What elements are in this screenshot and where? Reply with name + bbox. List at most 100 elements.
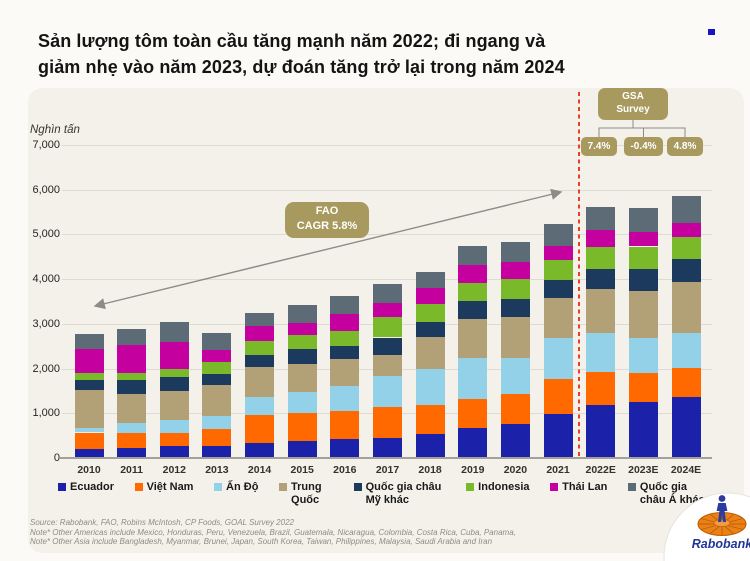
bar-segment-2011-Ecuador	[117, 447, 147, 458]
bar-segment-2015-Quốc gia châu Á khác	[287, 304, 317, 323]
bar-segment-2020-Ấn Độ	[500, 358, 530, 394]
bar-segment-2015-Thái Lan	[287, 322, 317, 336]
bar-segment-2012-Ecuador	[159, 446, 189, 458]
rabobank-wordmark: Rabobank	[692, 537, 750, 551]
bar-segment-2023E-Quốc gia châu Mỹ khác	[628, 269, 658, 291]
legend-marker-Quốc gia châu Á khác	[627, 483, 636, 491]
bar-segment-2011-Thái Lan	[117, 344, 147, 373]
x-tick-label-2020: 2020	[503, 464, 528, 476]
x-tick-label-2015: 2015	[290, 464, 314, 476]
bar-segment-2014-Quốc gia châu Mỹ khác	[245, 355, 275, 367]
bar-segment-2018-Ấn Độ	[415, 369, 445, 405]
bar-segment-2022E-Quốc gia châu Á khác	[586, 206, 616, 230]
page-title-line1: Sản lượng tôm toàn cầu tăng mạnh năm 202…	[38, 31, 546, 51]
legend-label-Quốc gia châu Mỹ khác: Quốc gia châu Mỹ khác	[365, 481, 442, 506]
bar-segment-2011-Quốc gia châu Á khác	[117, 329, 147, 345]
bar-segment-2023E-Việt Nam	[628, 373, 658, 402]
legend-item-Indonesia: Indonesia	[466, 481, 530, 494]
source-notes: Source: Rabobank, FAO, Robins McIntosh, …	[30, 518, 650, 547]
legend-label-Ecuador: Ecuador	[70, 481, 115, 493]
x-axis-line	[60, 457, 712, 459]
bar-segment-2024E-Thái Lan	[671, 222, 701, 237]
bar-segment-2013-Ecuador	[202, 446, 232, 458]
bar-segment-2010-Ấn Độ	[74, 427, 104, 433]
bar-segment-2016-Trung Quốc	[330, 358, 360, 386]
source-line1: Source: Rabobank, FAO, Robins McIntosh, …	[30, 518, 294, 527]
bar-segment-2015-Ấn Độ	[287, 392, 317, 414]
bar-segment-2019-Ecuador	[458, 428, 488, 458]
bar-segment-2023E-Thái Lan	[628, 232, 658, 247]
bar-segment-2019-Ấn Độ	[458, 358, 488, 400]
legend-marker-Indonesia	[466, 483, 475, 491]
legend-item-Quốc gia châu Mỹ khác: Quốc gia châu Mỹ khác	[353, 481, 446, 507]
bar-segment-2014-Thái Lan	[245, 326, 275, 342]
bar-segment-2010-Việt Nam	[74, 432, 104, 449]
bar-segment-2021-Ecuador	[543, 413, 573, 458]
bar-segment-2024E-Ecuador	[671, 397, 701, 458]
bar-segment-2024E-Indonesia	[671, 236, 701, 259]
bar-segment-2020-Thái Lan	[500, 261, 530, 279]
legend-marker-Trung Quốc	[279, 483, 288, 491]
legend-label-Quốc gia châu Á khác: Quốc gia châu Á khác	[639, 481, 705, 506]
x-tick-label-2024E: 2024E	[670, 464, 702, 476]
gsa-growth-2023-badge: -0.4%	[624, 137, 663, 156]
fao-cagr-badge: FAO CAGR 5.8%	[285, 202, 369, 238]
legend-item-Ấn Độ: Ấn Độ	[214, 481, 258, 494]
bar-segment-2014-Quốc gia châu Á khác	[245, 312, 275, 327]
bar-segment-2018-Quốc gia châu Mỹ khác	[415, 321, 445, 338]
y-tick-label-7,000: 7,000	[32, 139, 60, 151]
bar-segment-2017-Quốc gia châu Mỹ khác	[373, 337, 402, 356]
bar-segment-2018-Indonesia	[415, 303, 445, 322]
bar-segment-2016-Quốc gia châu Mỹ khác	[330, 345, 360, 359]
bar-segment-2016-Indonesia	[330, 330, 360, 346]
bar-segment-2010-Quốc gia châu Á khác	[74, 333, 104, 350]
bar-segment-2018-Ecuador	[415, 433, 445, 458]
bar-segment-2024E-Trung Quốc	[671, 282, 701, 334]
legend-item-Quốc gia châu Á khác: Quốc gia châu Á khác	[627, 481, 714, 507]
bar-segment-2015-Ecuador	[287, 441, 317, 458]
gsa-growth-2024-badge: 4.8%	[667, 137, 703, 156]
bar-segment-2018-Thái Lan	[415, 288, 445, 304]
bar-segment-2019-Quốc gia châu Á khác	[458, 246, 488, 266]
y-tick-label-5,000: 5,000	[32, 228, 60, 241]
bar-segment-2024E-Ấn Độ	[671, 333, 701, 369]
bar-segment-2024E-Quốc gia châu Mỹ khác	[671, 259, 701, 283]
bar-segment-2017-Ấn Độ	[373, 375, 402, 407]
bar-segment-2013-Indonesia	[202, 362, 232, 375]
x-tick-label-2017: 2017	[375, 464, 400, 476]
bar-segment-2016-Việt Nam	[330, 411, 360, 440]
bar-segment-2011-Việt Nam	[117, 432, 147, 448]
y-tick-label-3,000: 3,000	[32, 317, 60, 330]
bar-segment-2022E-Indonesia	[586, 246, 616, 270]
x-tick-label-2022E: 2022E	[585, 464, 616, 476]
bar-segment-2013-Trung Quốc	[202, 385, 232, 417]
legend-label-Indonesia: Indonesia	[478, 481, 530, 493]
legend-label-Trung Quốc: Trung Quốc	[291, 481, 322, 506]
source-line3: Note* Other Asia include Bangladesh, Mya…	[30, 537, 493, 546]
bar-segment-2020-Ecuador	[500, 424, 530, 458]
bar-segment-2022E-Thái Lan	[586, 229, 616, 247]
bar-segment-2017-Indonesia	[373, 317, 402, 338]
x-tick-label-2023E: 2023E	[628, 464, 659, 476]
bar-segment-2021-Ấn Độ	[543, 338, 573, 380]
x-tick-label-2013: 2013	[205, 464, 229, 476]
gridline-6,000	[62, 189, 712, 191]
bar-segment-2010-Ecuador	[74, 448, 104, 458]
bar-segment-2012-Quốc gia châu Á khác	[159, 321, 189, 342]
gsa-badge-line2: Survey	[616, 104, 650, 115]
bar-segment-2022E-Ecuador	[586, 405, 616, 458]
decorative-blue-dot	[708, 29, 715, 35]
bar-segment-2010-Indonesia	[74, 373, 104, 381]
bar-segment-2024E-Việt Nam	[671, 368, 701, 398]
bar-segment-2010-Thái Lan	[74, 349, 104, 374]
legend-marker-Việt Nam	[134, 483, 143, 491]
x-tick-label-2011: 2011	[120, 464, 143, 476]
bar-segment-2017-Thái Lan	[373, 303, 402, 318]
bar-segment-2013-Thái Lan	[202, 349, 232, 363]
fao-badge-line2: CAGR 5.8%	[296, 220, 358, 232]
bar-segment-2018-Quốc gia châu Á khác	[415, 271, 445, 289]
forecast-separator-line	[578, 92, 580, 458]
gsa-badge-line1: GSA	[622, 91, 644, 102]
bar-segment-2012-Thái Lan	[159, 341, 189, 370]
bar-segment-2016-Ấn Độ	[330, 386, 360, 412]
